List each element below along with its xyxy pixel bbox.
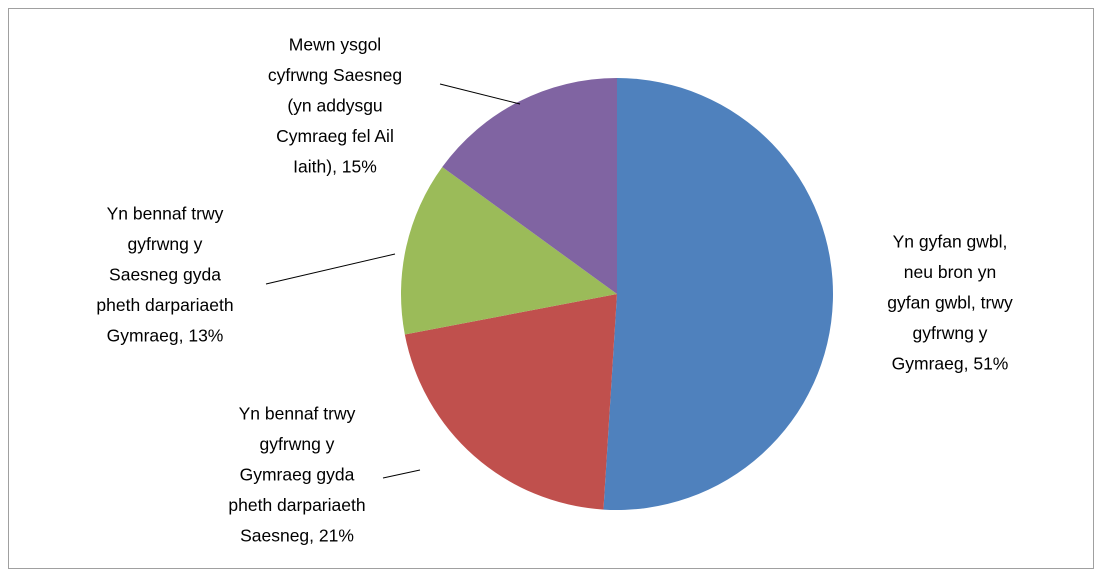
leader-line xyxy=(265,253,396,285)
data-label: (yn addysgu xyxy=(287,96,382,116)
data-label: Cymraeg fel Ail xyxy=(276,126,394,146)
data-label: gyfan gwbl, trwy xyxy=(887,293,1013,313)
data-label: cyfrwng Saesneg xyxy=(268,65,402,85)
leader-line xyxy=(382,469,421,479)
data-label: gyfrwng y xyxy=(128,234,203,254)
data-label: Iaith), 15% xyxy=(293,157,377,177)
data-label: gyfrwng y xyxy=(913,323,988,343)
data-label: gyfrwng y xyxy=(260,434,335,454)
data-label: Yn bennaf trwy xyxy=(107,204,224,224)
pie-slice xyxy=(442,78,617,294)
data-label: pheth darpariaeth xyxy=(96,295,233,315)
data-label: Saesneg gyda xyxy=(109,265,221,285)
pie-slice xyxy=(401,167,617,335)
data-label: Gymraeg, 13% xyxy=(107,326,224,346)
data-label: Gymraeg, 51% xyxy=(892,354,1009,374)
data-label: pheth darpariaeth xyxy=(228,495,365,515)
pie-slice xyxy=(603,78,834,510)
data-label: Yn bennaf trwy xyxy=(239,404,356,424)
pie-slice xyxy=(404,294,617,510)
leader-line xyxy=(439,83,521,105)
data-label: Gymraeg gyda xyxy=(240,465,355,485)
data-label: Yn gyfan gwbl, xyxy=(893,232,1008,252)
data-label: Saesneg, 21% xyxy=(240,526,354,546)
data-label: neu bron yn xyxy=(904,262,996,282)
data-label: Mewn ysgol xyxy=(289,35,381,55)
